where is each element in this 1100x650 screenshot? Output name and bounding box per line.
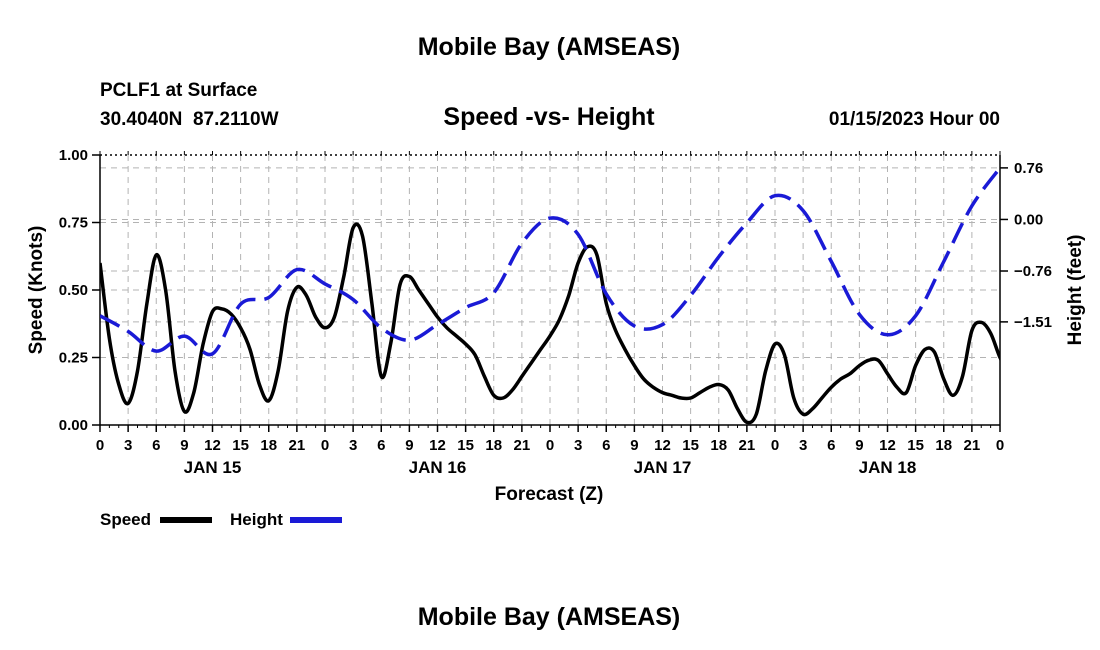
y-axis-label: Speed (Knots) bbox=[26, 226, 47, 355]
x-tick-label: 18 bbox=[260, 437, 277, 454]
x-tick-label: 6 bbox=[377, 437, 385, 454]
legend: Speed Height bbox=[100, 510, 342, 529]
station-coords: 30.4040N 87.2110W bbox=[100, 109, 279, 130]
legend-label-speed: Speed bbox=[100, 510, 151, 529]
legend-label-height: Height bbox=[230, 510, 283, 529]
series-line-height bbox=[100, 166, 1000, 357]
x-tick-label: 0 bbox=[321, 437, 329, 454]
x-tick-label: 9 bbox=[855, 437, 863, 454]
x-tick-label: 18 bbox=[710, 437, 727, 454]
forecast-datetime: 01/15/2023 Hour 00 bbox=[829, 109, 1000, 130]
x-tick-label: 21 bbox=[514, 437, 531, 454]
x-tick-label: 12 bbox=[654, 437, 671, 454]
x-tick-label: 12 bbox=[204, 437, 221, 454]
y2-tick-label: −0.76 bbox=[1014, 263, 1052, 280]
series-lines bbox=[100, 166, 1000, 425]
x-tick-label: 21 bbox=[739, 437, 756, 454]
x-date-label: JAN 17 bbox=[634, 458, 692, 477]
y2-tick-label: 0.76 bbox=[1014, 160, 1043, 177]
x-tick-label: 6 bbox=[602, 437, 610, 454]
x-tick-label: 21 bbox=[964, 437, 981, 454]
x-tick-label: 9 bbox=[405, 437, 413, 454]
x-tick-label: 21 bbox=[289, 437, 306, 454]
plot-axes: 0 3 6 9 12 15 18 21 0 3 6 9 12 15 18 21 0 3 6 9 12 15 18 21 0 3 6 9… bbox=[59, 147, 1052, 477]
x-date-label: JAN 16 bbox=[409, 458, 467, 477]
x-tick-label: 15 bbox=[682, 437, 699, 454]
x-tick-label: 3 bbox=[799, 437, 807, 454]
x-tick-label: 18 bbox=[935, 437, 952, 454]
y-tick-label: 1.00 bbox=[59, 147, 88, 164]
x-tick-label: 15 bbox=[232, 437, 249, 454]
x-date-label: JAN 18 bbox=[859, 458, 917, 477]
x-axis-label: Forecast (Z) bbox=[495, 484, 604, 505]
grid-lines bbox=[100, 155, 1000, 425]
y-tick-label: 0.00 bbox=[59, 417, 88, 434]
chart-title: Speed -vs- Height bbox=[443, 103, 655, 131]
page-title: Mobile Bay (AMSEAS) bbox=[418, 33, 681, 61]
y2-tick-label: 0.00 bbox=[1014, 211, 1043, 228]
x-tick-label: 18 bbox=[485, 437, 502, 454]
x-tick-label: 0 bbox=[771, 437, 779, 454]
x-tick-label: 15 bbox=[457, 437, 474, 454]
x-tick-label: 12 bbox=[879, 437, 896, 454]
x-tick-label: 0 bbox=[96, 437, 104, 454]
station-name: PCLF1 at Surface bbox=[100, 80, 257, 101]
x-date-label: JAN 15 bbox=[184, 458, 242, 477]
x-tick-label: 3 bbox=[124, 437, 132, 454]
x-tick-label: 6 bbox=[827, 437, 835, 454]
x-tick-label: 0 bbox=[546, 437, 554, 454]
y-tick-label: 0.25 bbox=[59, 350, 88, 367]
series-line-speed bbox=[100, 222, 1000, 425]
x-tick-label: 3 bbox=[349, 437, 357, 454]
x-tick-label: 3 bbox=[574, 437, 582, 454]
x-tick-label: 0 bbox=[996, 437, 1004, 454]
y-tick-label: 0.50 bbox=[59, 282, 88, 299]
x-tick-label: 6 bbox=[152, 437, 160, 454]
x-tick-label: 9 bbox=[630, 437, 638, 454]
footer-title: Mobile Bay (AMSEAS) bbox=[418, 603, 681, 631]
x-tick-label: 12 bbox=[429, 437, 446, 454]
y-tick-label: 0.75 bbox=[59, 215, 88, 232]
y2-axis-label: Height (feet) bbox=[1065, 235, 1086, 346]
y2-tick-label: −1.51 bbox=[1014, 314, 1052, 331]
x-tick-label: 15 bbox=[907, 437, 924, 454]
x-tick-label: 9 bbox=[180, 437, 188, 454]
